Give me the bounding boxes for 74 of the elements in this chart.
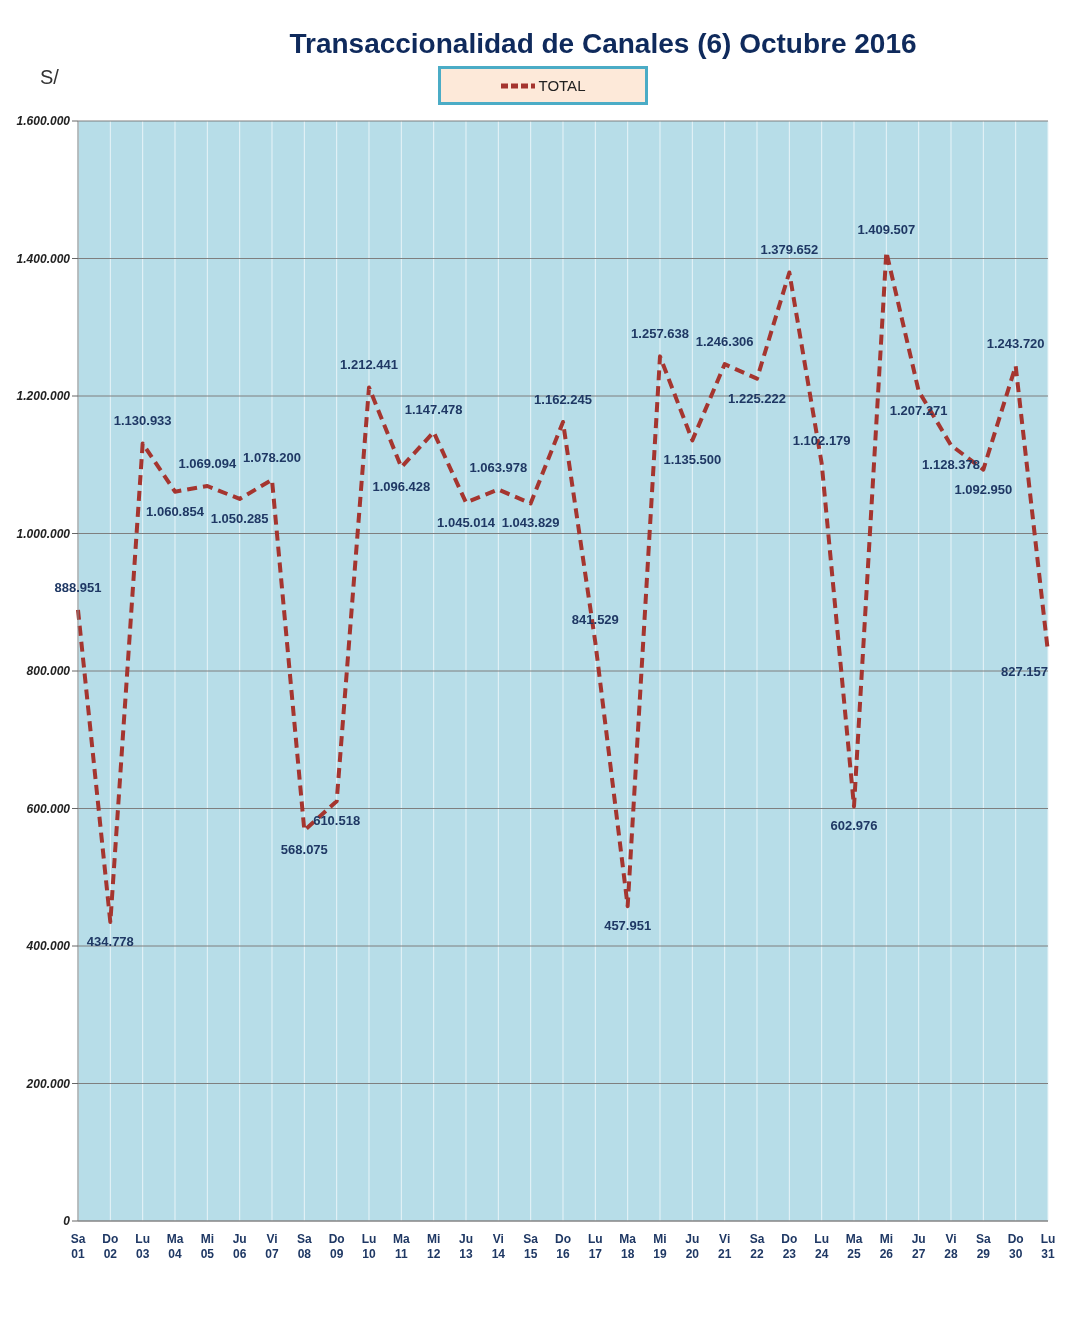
y-tick-label: 1.400.000 [16, 251, 71, 266]
x-tick-label: Ju 13 [458, 1232, 474, 1261]
y-tick-label: 1.000.000 [16, 526, 71, 541]
x-tick-label: Sa 29 [975, 1232, 991, 1261]
x-tick-label: Ju 06 [232, 1232, 247, 1261]
x-tick-label: Ju 27 [911, 1232, 926, 1261]
y-tick-label: 400.000 [25, 939, 71, 954]
data-label: 827.157 [1001, 664, 1048, 680]
x-tick-label: Sa 01 [70, 1232, 86, 1261]
x-tick-label: Lu 10 [361, 1232, 377, 1261]
x-tick-label: Ma 04 [166, 1232, 184, 1261]
x-tick-label: Vi 07 [265, 1232, 279, 1261]
data-label: 1.162.245 [534, 391, 592, 407]
x-tick-label: Vi 14 [491, 1232, 506, 1261]
legend-label: TOTAL [537, 77, 586, 94]
data-label: 1.409.507 [857, 221, 916, 237]
data-label: 1.257.638 [631, 326, 689, 342]
x-tick-label: Lu 03 [135, 1232, 150, 1261]
data-label: 1.128.378 [922, 457, 980, 473]
data-label: 1.130.933 [113, 413, 172, 429]
data-label: 602.976 [830, 818, 878, 834]
data-label: 568.075 [280, 842, 328, 858]
x-tick-label: Mi 12 [426, 1232, 441, 1261]
data-label: 1.135.500 [663, 452, 722, 468]
x-tick-label: Ju 20 [685, 1232, 700, 1261]
data-label: 1.207.271 [889, 403, 948, 418]
x-tick-label: Lu 24 [814, 1232, 829, 1261]
data-label: 1.043.829 [501, 515, 560, 531]
data-label: 1.045.014 [437, 514, 496, 530]
data-label: 457.951 [604, 918, 652, 934]
data-label: 841.529 [571, 612, 619, 628]
x-tick-label: Ma 25 [845, 1232, 863, 1261]
data-label: 1.050.285 [210, 510, 269, 526]
y-axis-title: S/ [40, 66, 59, 89]
data-label: 1.096.428 [372, 479, 431, 495]
data-label: 1.060.854 [146, 503, 205, 519]
x-tick-label: Ma 18 [619, 1232, 637, 1261]
data-label: 610.518 [313, 813, 361, 829]
data-label: 434.778 [86, 934, 134, 950]
x-tick-label: Sa 08 [296, 1232, 312, 1261]
x-tick-label: Vi 28 [944, 1232, 958, 1261]
data-label: 1.092.950 [954, 481, 1013, 497]
data-label: 1.246.306 [695, 334, 754, 350]
x-tick-label: Lu 17 [588, 1232, 603, 1261]
data-label: 1.069.094 [178, 456, 238, 471]
data-label: 1.225.222 [728, 390, 786, 406]
x-tick-label: Sa 15 [523, 1232, 539, 1261]
y-tick-label: 800.000 [26, 664, 71, 679]
data-label: 1.147.478 [404, 402, 463, 418]
x-tick-label: Ma 11 [393, 1232, 410, 1261]
data-label: 1.243.720 [986, 335, 1045, 351]
chart-title: Transaccionalidad de Canales (6) Octubre 2016 [288, 27, 918, 60]
data-label: 1.063.978 [469, 459, 528, 475]
x-tick-label: Do 16 [555, 1232, 571, 1261]
data-label: 1.212.441 [340, 357, 398, 373]
data-label: 1.379.652 [760, 242, 819, 258]
y-tick-label: 600.000 [26, 801, 71, 816]
data-label: 1.102.179 [792, 433, 851, 449]
x-tick-label: Do 30 [1007, 1232, 1024, 1261]
x-tick-label: Mi 19 [653, 1232, 667, 1261]
x-tick-label: Do 09 [328, 1232, 345, 1261]
data-label: 1.078.200 [243, 449, 301, 465]
y-tick-label: 1.600.000 [16, 114, 71, 129]
x-tick-label: Mi 26 [879, 1232, 894, 1261]
x-tick-label: Do 23 [781, 1232, 798, 1261]
data-label: 888.951 [54, 579, 102, 595]
y-tick-label: 1.200.000 [16, 389, 71, 404]
x-tick-label: Mi 05 [200, 1232, 215, 1261]
y-tick-label: 0 [63, 1214, 71, 1229]
x-tick-label: Lu 31 [1040, 1232, 1056, 1261]
x-tick-label: Sa 22 [749, 1232, 765, 1261]
x-tick-label: Vi 21 [717, 1232, 732, 1261]
x-tick-label: Do 02 [102, 1232, 119, 1261]
y-tick-label: 200.000 [25, 1076, 71, 1091]
